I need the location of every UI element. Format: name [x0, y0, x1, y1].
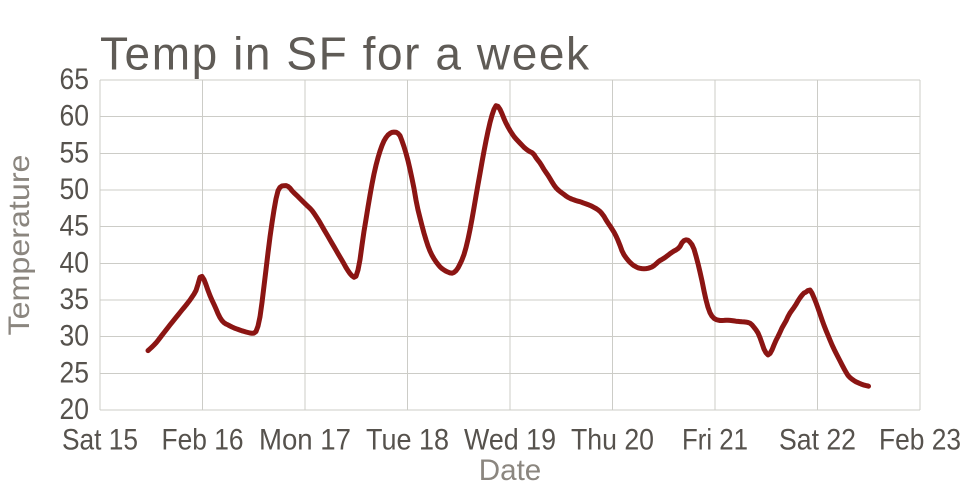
svg-text:30: 30 [60, 320, 90, 353]
svg-text:Mon 17: Mon 17 [259, 424, 351, 457]
svg-text:Sat 15: Sat 15 [62, 424, 138, 457]
svg-text:Wed 19: Wed 19 [464, 424, 556, 457]
svg-text:Date: Date [479, 454, 542, 487]
svg-text:50: 50 [60, 173, 90, 206]
svg-text:20: 20 [60, 393, 90, 426]
svg-text:45: 45 [60, 210, 90, 243]
svg-text:40: 40 [60, 246, 90, 279]
svg-text:Thu 20: Thu 20 [571, 424, 654, 457]
svg-text:Temp in SF for a week: Temp in SF for a week [100, 28, 590, 80]
svg-text:55: 55 [60, 136, 90, 169]
svg-text:Sat 22: Sat 22 [779, 424, 856, 457]
svg-text:Fri 21: Fri 21 [682, 424, 748, 457]
svg-text:Feb 23: Feb 23 [879, 424, 960, 457]
svg-text:35: 35 [60, 283, 90, 316]
svg-text:Tue 18: Tue 18 [366, 424, 449, 457]
svg-text:Feb 16: Feb 16 [162, 424, 244, 457]
svg-text:60: 60 [60, 100, 90, 133]
svg-text:65: 65 [60, 63, 90, 96]
svg-text:25: 25 [60, 356, 90, 389]
svg-text:Temperature: Temperature [3, 155, 36, 336]
